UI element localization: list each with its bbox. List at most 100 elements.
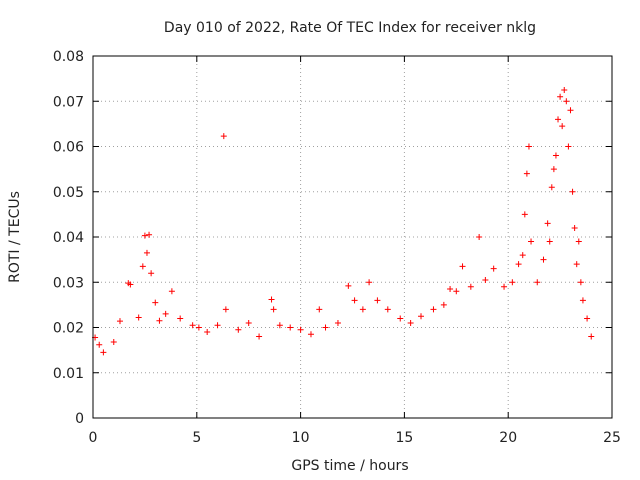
data-point	[577, 279, 584, 286]
data-point	[544, 220, 551, 227]
grid-lines	[93, 56, 612, 418]
data-point	[287, 324, 294, 331]
data-point	[546, 238, 553, 245]
y-tick-label: 0.07	[53, 94, 84, 110]
data-point	[222, 306, 229, 313]
data-point	[459, 263, 466, 270]
data-point	[135, 314, 142, 321]
data-point	[143, 249, 150, 256]
data-point	[345, 282, 352, 289]
data-point	[220, 133, 227, 140]
x-tick-label: 0	[89, 430, 98, 446]
data-point	[453, 288, 460, 295]
data-point	[430, 306, 437, 313]
data-point	[571, 224, 578, 231]
data-point	[100, 349, 107, 356]
y-tick-label: 0.04	[53, 230, 84, 246]
data-point	[525, 143, 532, 150]
data-point	[177, 315, 184, 322]
x-tick-label: 20	[499, 430, 517, 446]
data-point	[501, 283, 508, 290]
data-point	[584, 315, 591, 322]
data-point	[334, 319, 341, 326]
data-point	[245, 319, 252, 326]
data-point	[588, 333, 595, 340]
y-tick-label: 0.03	[53, 275, 84, 291]
y-axis-title: ROTI / TECUs	[7, 191, 23, 283]
data-point	[569, 188, 576, 195]
data-point	[359, 306, 366, 313]
data-point	[523, 170, 530, 177]
data-point	[447, 286, 454, 293]
data-point	[515, 261, 522, 268]
data-point	[189, 322, 196, 329]
data-point	[550, 166, 557, 173]
data-point	[139, 263, 146, 270]
data-point	[540, 256, 547, 263]
data-point	[156, 317, 163, 324]
data-points	[92, 86, 595, 356]
y-axis-ticks: 0 0.01 0.02 0.03 0.04 0.05 0.06 0.07 0.08	[53, 49, 612, 427]
data-point	[384, 306, 391, 313]
data-point	[270, 306, 277, 313]
x-tick-label: 25	[603, 430, 621, 446]
data-point	[534, 279, 541, 286]
y-tick-label: 0	[75, 411, 84, 427]
data-point	[276, 322, 283, 329]
data-point	[110, 338, 117, 345]
x-axis-title: GPS time / hours	[291, 458, 408, 474]
data-point	[521, 211, 528, 218]
data-point	[565, 143, 572, 150]
data-point	[407, 319, 414, 326]
data-point	[322, 324, 329, 331]
y-tick-label: 0.01	[53, 366, 84, 382]
data-point	[397, 315, 404, 322]
data-point	[204, 329, 211, 336]
data-point	[256, 333, 263, 340]
x-axis-ticks: 0 5 10 15 20 25	[89, 56, 621, 446]
data-point	[509, 279, 516, 286]
data-point	[307, 331, 314, 338]
data-point	[116, 318, 123, 325]
data-point	[467, 283, 474, 290]
data-point	[482, 276, 489, 283]
x-tick-label: 5	[192, 430, 201, 446]
data-point	[235, 326, 242, 333]
data-point	[141, 232, 148, 239]
data-point	[162, 310, 169, 317]
data-point	[366, 279, 373, 286]
data-point	[555, 116, 562, 123]
y-tick-label: 0.08	[53, 49, 84, 65]
data-point	[552, 152, 559, 159]
x-tick-label: 10	[292, 430, 310, 446]
data-point	[519, 252, 526, 259]
y-tick-label: 0.05	[53, 185, 84, 201]
data-point	[559, 123, 566, 130]
data-point	[168, 288, 175, 295]
data-point	[374, 297, 381, 304]
data-point	[579, 297, 586, 304]
data-point	[557, 93, 564, 100]
data-point	[214, 322, 221, 329]
data-point	[548, 184, 555, 191]
plot-frame	[92, 55, 613, 419]
data-point	[561, 86, 568, 93]
data-point	[316, 306, 323, 313]
data-point	[268, 296, 275, 303]
data-point	[127, 281, 134, 288]
data-point	[476, 234, 483, 240]
data-point	[146, 231, 153, 238]
data-point	[563, 98, 570, 105]
data-point	[351, 297, 358, 304]
data-point	[195, 324, 202, 331]
data-point	[440, 301, 447, 308]
data-point	[567, 107, 574, 114]
data-point	[148, 270, 155, 277]
data-point	[418, 313, 425, 320]
data-point	[573, 261, 580, 268]
data-point	[297, 326, 304, 333]
data-point	[96, 341, 103, 348]
data-point	[490, 265, 497, 272]
chart-title: Day 010 of 2022, Rate Of TEC Index for r…	[164, 20, 536, 36]
data-point	[152, 299, 159, 306]
